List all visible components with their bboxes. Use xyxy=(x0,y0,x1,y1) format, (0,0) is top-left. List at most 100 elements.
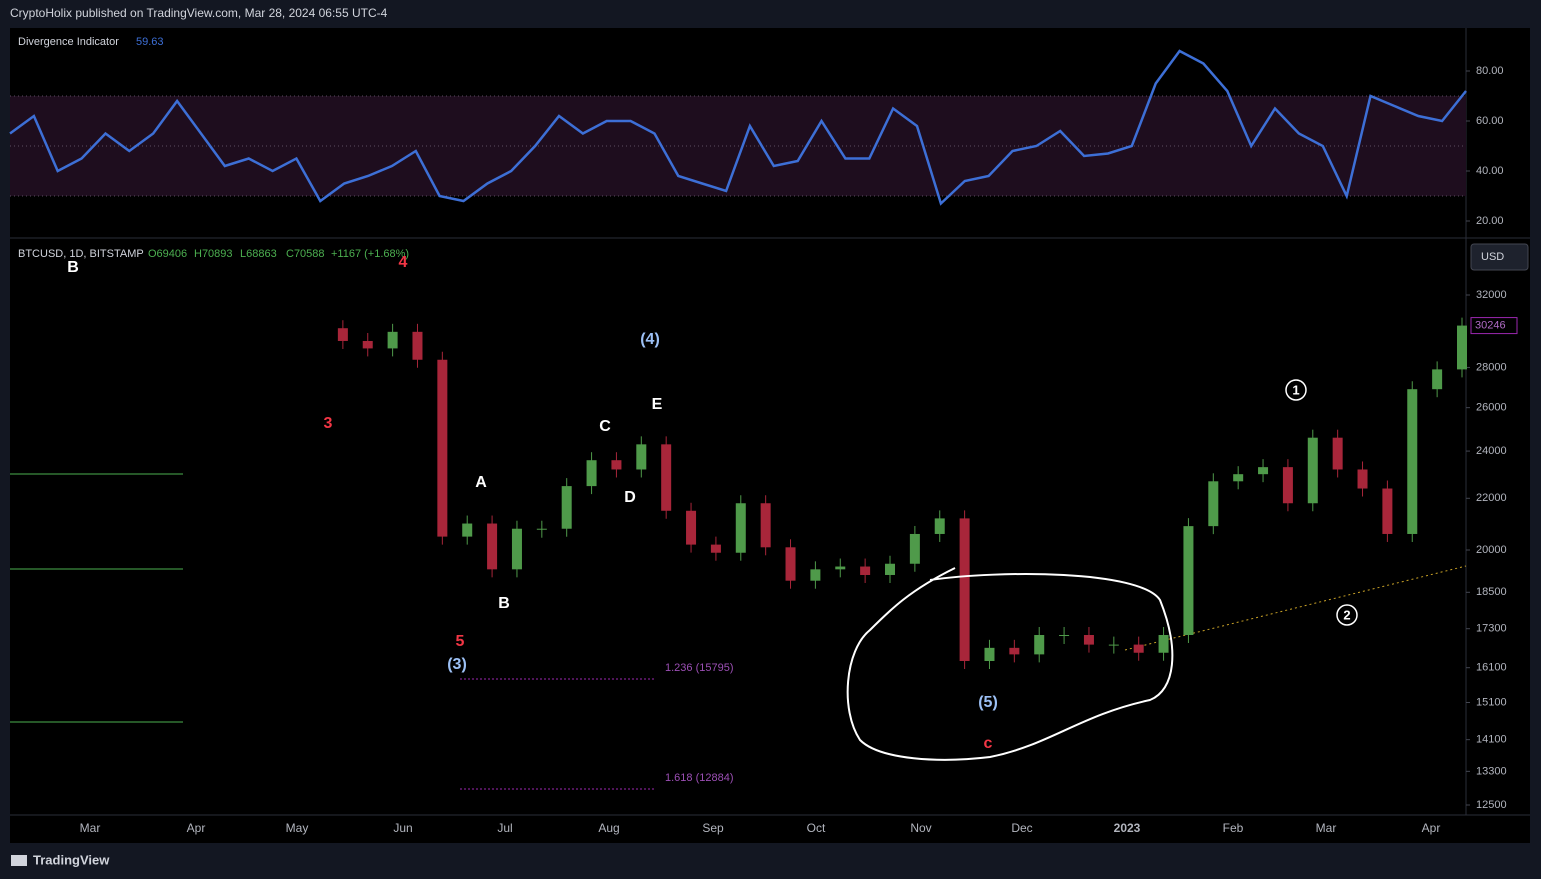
ellipse-drawing xyxy=(846,567,1174,761)
candle-body xyxy=(1183,526,1194,636)
x-tick-label: Oct xyxy=(807,821,826,835)
wave-label: (5) xyxy=(978,694,998,711)
wave-label: 1 xyxy=(1292,382,1299,397)
candle-body xyxy=(611,460,622,470)
candle-body xyxy=(1357,469,1368,489)
candle-body xyxy=(934,518,945,534)
candle-body xyxy=(1034,635,1045,655)
y-tick-label: 14100 xyxy=(1476,734,1507,746)
wave-label: 4 xyxy=(399,254,408,271)
x-tick-label: Jun xyxy=(393,821,412,835)
x-tick-label: Dec xyxy=(1011,821,1032,835)
candle-body xyxy=(661,444,672,511)
candle-body xyxy=(885,563,895,575)
wave-circle xyxy=(1336,604,1358,626)
wave-label: B xyxy=(498,595,510,612)
y-tick-label: 26000 xyxy=(1476,402,1507,414)
x-tick-label: Jul xyxy=(497,821,512,835)
candle-body xyxy=(362,340,373,349)
candle-body xyxy=(760,503,771,548)
indicator-value: 59.63 xyxy=(136,36,164,48)
wave-label: A xyxy=(475,474,487,491)
fib-label: 1.618 (12884) xyxy=(665,772,734,784)
currency-button[interactable] xyxy=(1470,243,1529,271)
candle-body xyxy=(735,503,746,553)
candle-body xyxy=(586,460,597,487)
y-tick-label: 60.00 xyxy=(1476,115,1504,127)
currency-label[interactable]: USD xyxy=(1481,251,1504,263)
candle-body xyxy=(1233,474,1244,482)
candle-body xyxy=(785,547,796,581)
legend-high: H70893 xyxy=(194,248,233,260)
x-tick-label: Feb xyxy=(1223,821,1244,835)
y-tick-label: 17300 xyxy=(1476,623,1507,635)
candle-body xyxy=(1083,635,1094,645)
y-tick-label: 22000 xyxy=(1476,492,1507,504)
x-tick-label: 2023 xyxy=(1114,821,1141,835)
y-tick-label: 80.00 xyxy=(1476,65,1504,77)
y-tick-label: 40.00 xyxy=(1476,165,1504,177)
candle-body xyxy=(1208,481,1219,527)
brand-logo xyxy=(11,855,27,866)
candle-body xyxy=(835,566,846,570)
candle-body xyxy=(1108,644,1119,646)
x-tick-label: Apr xyxy=(187,821,206,835)
indicator-name: Divergence Indicator xyxy=(18,36,119,48)
candle-body xyxy=(1407,389,1418,534)
indicator-line xyxy=(9,49,1467,206)
candle-body xyxy=(1258,467,1269,475)
candle-body xyxy=(1332,437,1343,470)
candle-body xyxy=(1457,325,1467,370)
y-tick-label: 24000 xyxy=(1476,445,1507,457)
candle-body xyxy=(1432,369,1443,390)
candle-body xyxy=(959,518,970,661)
x-tick-label: Nov xyxy=(910,821,931,835)
legend-close: C70588 xyxy=(286,248,325,260)
candle-body xyxy=(412,331,423,360)
marks: Mar Apr May Jun Jul Aug Sep Oct Nov Dec 2023 Feb Mar… xyxy=(9,49,1518,835)
last-price-box xyxy=(1470,317,1518,335)
last-price-label: 30246 xyxy=(1475,319,1506,331)
y-tick-label: 32000 xyxy=(1476,289,1507,301)
candle-body xyxy=(810,569,821,581)
x-tick-label: May xyxy=(286,821,309,835)
candle-body xyxy=(561,486,572,529)
candle-body xyxy=(1382,488,1393,534)
candle-body xyxy=(1307,437,1318,504)
candle-body xyxy=(1282,467,1293,504)
y-tick-label: 15100 xyxy=(1476,696,1507,708)
legend-low: L68863 xyxy=(240,248,277,260)
y-tick-label: 12500 xyxy=(1476,799,1507,811)
candle-body xyxy=(1158,635,1169,653)
candle-body xyxy=(710,544,721,553)
wave-label: 5 xyxy=(456,633,465,650)
candle-body xyxy=(686,510,697,545)
candle-body xyxy=(1133,644,1144,653)
y-tick-label: 20000 xyxy=(1476,544,1507,556)
wave-label: c xyxy=(984,735,993,752)
trend-line xyxy=(1124,565,1467,651)
wave-label: C xyxy=(599,418,611,435)
candle-body xyxy=(1009,647,1020,655)
candle-body xyxy=(462,523,473,537)
y-tick-label: 16100 xyxy=(1476,662,1507,674)
candle-body xyxy=(437,359,448,537)
candle-body xyxy=(387,331,398,349)
legend-symbol: BTCUSD, 1D, BITSTAMP xyxy=(18,248,144,260)
wave-label: 2 xyxy=(1343,607,1350,622)
wave-label: 3 xyxy=(324,415,333,432)
x-tick-label: Aug xyxy=(598,821,619,835)
y-tick-label: 20.00 xyxy=(1476,215,1504,227)
legend-open: O69406 xyxy=(148,248,187,260)
wave-circle xyxy=(1285,379,1307,401)
candle-body xyxy=(1059,635,1070,637)
y-tick-label: 18500 xyxy=(1476,586,1507,598)
candle-body xyxy=(337,328,348,341)
candle-body xyxy=(511,528,522,570)
x-tick-label: Sep xyxy=(702,821,724,835)
y-tick-label: 13300 xyxy=(1476,765,1507,777)
candle-body xyxy=(487,523,498,570)
candle-body xyxy=(860,566,871,575)
wave-label: (3) xyxy=(447,656,467,673)
candle-body xyxy=(984,647,995,661)
